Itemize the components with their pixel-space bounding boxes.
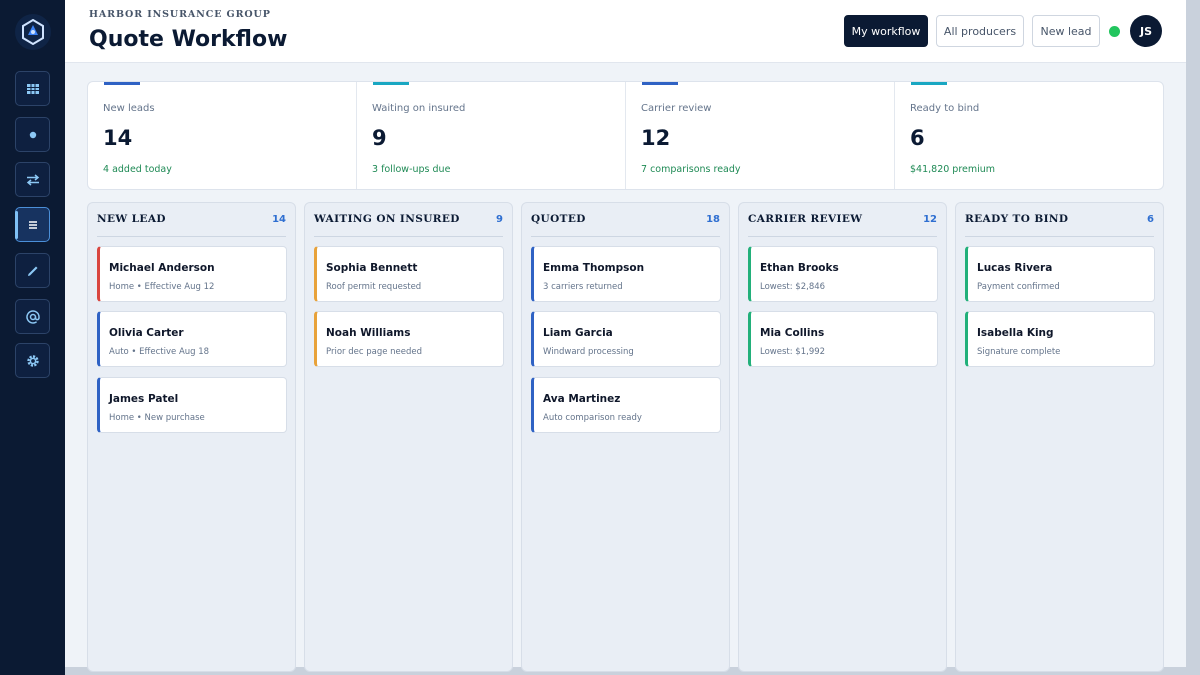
- my-workflow-button[interactable]: My workflow: [844, 15, 928, 47]
- card-name: Sophia Bennett: [326, 262, 418, 274]
- card-name: Olivia Carter: [109, 327, 184, 339]
- lead-card[interactable]: Lucas Rivera Payment confirmed: [965, 246, 1155, 302]
- lead-card[interactable]: Emma Thompson 3 carriers returned: [531, 246, 721, 302]
- avatar[interactable]: JS: [1130, 15, 1162, 47]
- dot-icon[interactable]: [15, 117, 50, 152]
- stat-value: 14: [103, 126, 133, 150]
- table-icon[interactable]: [15, 71, 50, 106]
- column-count: 14: [272, 214, 286, 225]
- card-name: Michael Anderson: [109, 262, 215, 274]
- all-producers-button[interactable]: All producers: [936, 15, 1024, 47]
- column-title: READY TO BIND: [965, 213, 1069, 225]
- card-name: James Patel: [109, 393, 179, 405]
- column-count: 6: [1147, 214, 1154, 225]
- column-header: QUOTED 18: [531, 203, 720, 237]
- column-count: 12: [923, 214, 937, 225]
- pencil-icon[interactable]: [15, 253, 50, 288]
- stat-waiting-on-insured: Waiting on insured 9 3 follow-ups due: [357, 82, 626, 189]
- card-detail: Payment confirmed: [977, 282, 1060, 292]
- card-detail: Roof permit requested: [326, 282, 422, 292]
- stat-label: New leads: [103, 103, 155, 114]
- logo-icon[interactable]: [15, 14, 51, 50]
- card-detail: Windward processing: [543, 347, 634, 357]
- column-title: WAITING ON INSURED: [314, 213, 460, 225]
- card-name: Lucas Rivera: [977, 262, 1053, 274]
- stat-subtext: $41,820 premium: [910, 164, 996, 175]
- card-name: Isabella King: [977, 327, 1054, 339]
- stat-subtext: 3 follow-ups due: [372, 164, 451, 175]
- column-title: NEW LEAD: [97, 213, 166, 225]
- column-quoted: QUOTED 18 Emma Thompson 3 carriers retur…: [521, 202, 730, 672]
- list-icon[interactable]: [15, 207, 50, 242]
- column-count: 9: [496, 214, 503, 225]
- stats-panel: New leads 14 4 added today Waiting on in…: [87, 81, 1164, 190]
- card-detail: Lowest: $1,992: [760, 347, 826, 357]
- card-detail: 3 carriers returned: [543, 282, 623, 292]
- stat-accent: [911, 82, 947, 85]
- at-icon[interactable]: [15, 299, 50, 334]
- card-name: Ava Martinez: [543, 393, 621, 405]
- column-header: NEW LEAD 14: [97, 203, 286, 237]
- column-carrier-review: CARRIER REVIEW 12 Ethan Brooks Lowest: $…: [738, 202, 947, 672]
- lead-card[interactable]: Olivia Carter Auto • Effective Aug 18: [97, 311, 287, 367]
- lead-card[interactable]: Noah Williams Prior dec page needed: [314, 311, 504, 367]
- stat-value: 9: [372, 126, 387, 150]
- card-name: Mia Collins: [760, 327, 825, 339]
- card-detail: Home • Effective Aug 12: [109, 282, 215, 292]
- stat-new-leads: New leads 14 4 added today: [88, 82, 357, 189]
- column-new-lead: NEW LEAD 14 Michael Anderson Home • Effe…: [87, 202, 296, 672]
- stat-subtext: 7 comparisons ready: [641, 164, 741, 175]
- stat-accent: [642, 82, 678, 85]
- column-header: CARRIER REVIEW 12: [748, 203, 937, 237]
- lead-card[interactable]: Ethan Brooks Lowest: $2,846: [748, 246, 938, 302]
- lead-card[interactable]: Sophia Bennett Roof permit requested: [314, 246, 504, 302]
- header: HARBOR INSURANCE GROUP Quote Workflow My…: [65, 0, 1186, 63]
- card-name: Noah Williams: [326, 327, 411, 339]
- stat-carrier-review: Carrier review 12 7 comparisons ready: [626, 82, 895, 189]
- lead-card[interactable]: Liam Garcia Windward processing: [531, 311, 721, 367]
- new-lead-button[interactable]: New lead: [1032, 15, 1100, 47]
- stat-label: Carrier review: [641, 103, 712, 114]
- column-title: CARRIER REVIEW: [748, 213, 863, 225]
- lead-card[interactable]: James Patel Home • New purchase: [97, 377, 287, 433]
- card-name: Ethan Brooks: [760, 262, 839, 274]
- stat-ready-to-bind: Ready to bind 6 $41,820 premium: [895, 82, 1163, 189]
- stat-label: Waiting on insured: [372, 103, 466, 114]
- card-detail: Signature complete: [977, 347, 1061, 357]
- main-area: HARBOR INSURANCE GROUP Quote Workflow My…: [65, 0, 1186, 672]
- online-status-indicator: [1109, 26, 1120, 37]
- stat-accent: [104, 82, 140, 85]
- stat-accent: [373, 82, 409, 85]
- card-detail: Auto • Effective Aug 18: [109, 347, 210, 357]
- stat-value: 6: [910, 126, 925, 150]
- swap-icon[interactable]: [15, 162, 50, 197]
- column-waiting-on-insured: WAITING ON INSURED 9 Sophia Bennett Roof…: [304, 202, 513, 672]
- card-name: Liam Garcia: [543, 327, 613, 339]
- column-title: QUOTED: [531, 213, 586, 225]
- stat-value: 12: [641, 126, 671, 150]
- column-ready-to-bind: READY TO BIND 6 Lucas Rivera Payment con…: [955, 202, 1164, 672]
- card-name: Emma Thompson: [543, 262, 645, 274]
- card-detail: Auto comparison ready: [543, 413, 642, 423]
- column-header: READY TO BIND 6: [965, 203, 1154, 237]
- gear-icon[interactable]: [15, 343, 50, 378]
- stat-subtext: 4 added today: [103, 164, 172, 175]
- stat-label: Ready to bind: [910, 103, 980, 114]
- lead-card[interactable]: Mia Collins Lowest: $1,992: [748, 311, 938, 367]
- company-name: HARBOR INSURANCE GROUP: [89, 9, 271, 20]
- card-detail: Lowest: $2,846: [760, 282, 826, 292]
- column-header: WAITING ON INSURED 9: [314, 203, 503, 237]
- page-title: Quote Workflow: [89, 27, 288, 52]
- lead-card[interactable]: Ava Martinez Auto comparison ready: [531, 377, 721, 433]
- sidebar: [0, 0, 65, 675]
- lead-card[interactable]: Michael Anderson Home • Effective Aug 12: [97, 246, 287, 302]
- column-count: 18: [706, 214, 720, 225]
- card-detail: Home • New purchase: [109, 413, 205, 423]
- lead-card[interactable]: Isabella King Signature complete: [965, 311, 1155, 367]
- card-detail: Prior dec page needed: [326, 347, 423, 357]
